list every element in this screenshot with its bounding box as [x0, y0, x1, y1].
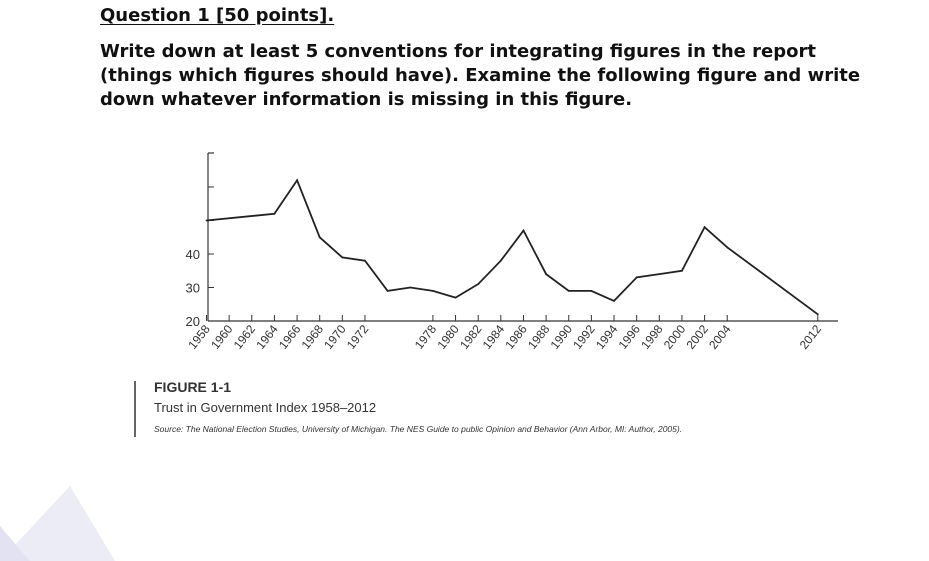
- x-tick-label: 1972: [344, 322, 372, 352]
- data-point: [613, 300, 615, 302]
- x-tick-label: 1992: [570, 322, 598, 352]
- x-tick-label: 1994: [593, 322, 621, 352]
- x-tick-label: 2004: [706, 322, 734, 352]
- data-point: [341, 256, 344, 259]
- figure-label: FIGURE 1-1: [154, 379, 232, 395]
- data-point: [703, 226, 706, 229]
- x-tick-label: 1978: [412, 322, 440, 352]
- question-heading: Question 1 [50 points].: [100, 5, 335, 26]
- data-point: [386, 289, 389, 292]
- x-tick-label: 1998: [638, 322, 666, 352]
- figure-title: Trust in Government Index 1958–2012: [154, 400, 377, 415]
- corner-decoration: [0, 486, 115, 561]
- x-tick-label: 1990: [548, 322, 576, 352]
- data-point: [522, 229, 525, 232]
- data-point: [477, 283, 480, 286]
- x-tick-label: 1966: [276, 322, 304, 352]
- data-point: [590, 289, 593, 292]
- figure-source: Source: The National Election Studies, U…: [154, 424, 683, 434]
- data-point: [454, 296, 457, 299]
- data-point: [205, 219, 208, 222]
- x-tick-label: 1968: [299, 322, 327, 352]
- data-point: [545, 273, 547, 275]
- x-tick-label: 1988: [525, 322, 553, 352]
- question-prompt: Write down at least 5 conventions for in…: [100, 41, 861, 110]
- data-point: [726, 246, 729, 249]
- figure-caption: FIGURE 1-1 Trust in Government Index 195…: [134, 379, 683, 437]
- y-tick-label: 20: [186, 314, 200, 329]
- x-tick-label: 2002: [683, 322, 711, 352]
- x-tick-label: 1996: [616, 322, 644, 352]
- x-tick-label: 1970: [321, 322, 349, 352]
- x-tick-label: 1962: [231, 322, 259, 352]
- y-tick-label: 30: [186, 281, 200, 296]
- data-point: [409, 286, 412, 289]
- x-tick-label: 1982: [457, 322, 485, 352]
- x-tick-label: 1980: [434, 322, 462, 352]
- x-tick-label: 1964: [253, 322, 281, 352]
- data-point: [364, 259, 366, 262]
- x-tick-label: 1960: [208, 322, 236, 352]
- data-point: [681, 269, 683, 272]
- data-point: [273, 212, 276, 215]
- data-point: [567, 289, 570, 292]
- y-tick-label: 40: [186, 247, 200, 262]
- data-point: [432, 289, 434, 292]
- data-point: [499, 259, 502, 262]
- series-line-trust-index: [206, 178, 819, 316]
- data-point: [658, 273, 661, 275]
- data-point: [318, 236, 321, 239]
- x-tick-label: 1986: [502, 322, 530, 352]
- data-point: [816, 313, 819, 316]
- data-point: [296, 179, 298, 182]
- data-point: [635, 276, 638, 279]
- x-tick-label: 2000: [661, 322, 689, 352]
- x-tick-label: 2012: [797, 322, 825, 352]
- x-tick-label: 1984: [480, 322, 508, 352]
